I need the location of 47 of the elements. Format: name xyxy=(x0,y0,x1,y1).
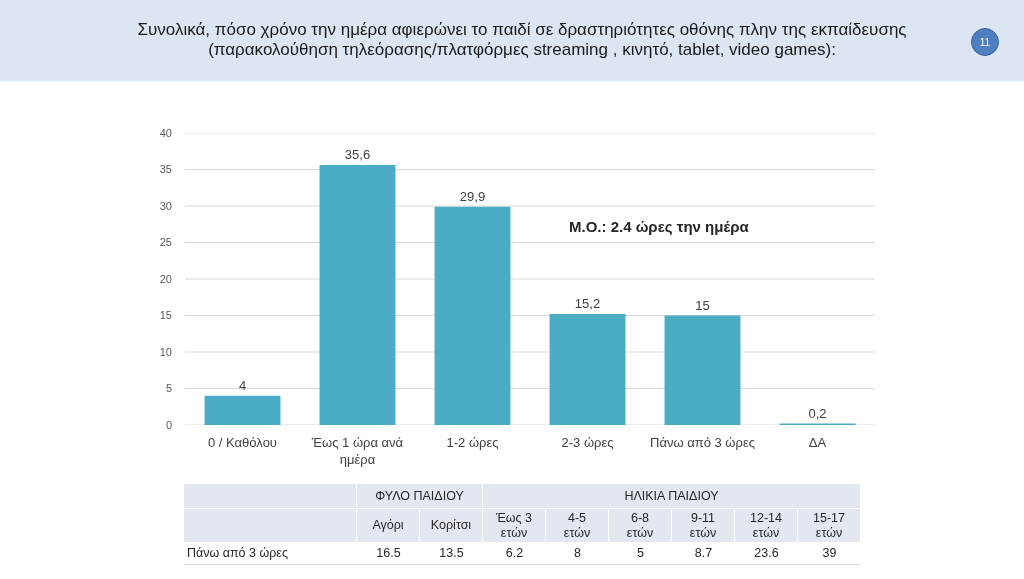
y-tick-label: 35 xyxy=(159,163,172,176)
data-label: 23.6 xyxy=(754,546,779,561)
y-tick-label: 20 xyxy=(159,272,172,285)
data-label: 8 xyxy=(574,546,581,561)
y-tick-label: 25 xyxy=(159,236,172,249)
y-tick-label: 5 xyxy=(165,382,172,395)
text: ΦΥΛΟ ΠΑΙΔΙΟΥ xyxy=(375,488,464,504)
text: Πάνω από 3 ώρες xyxy=(187,546,288,561)
y-tick-label: 10 xyxy=(159,345,172,358)
data-label: 16.5 xyxy=(376,546,401,561)
chart-title: Συνολικά, πόσο χρόνο την ημέρα αφιερώνει το παιδί σε δραστηριότητες οθόνης πλην της εκπαίδευσης (παρακολούθηση τηλεόρασης/πλατφόρμες streaming , κινητό, tablet, video games): xyxy=(136,20,908,60)
bar xyxy=(204,395,281,425)
category-label: 9-11 ετών xyxy=(688,510,718,541)
data-label: 35,6 xyxy=(344,147,371,163)
data-label: 8.7 xyxy=(694,546,713,561)
data-label: 29,9 xyxy=(459,188,486,204)
category-label: 15-17 ετών xyxy=(812,510,846,541)
data-label: 15 xyxy=(695,297,710,313)
bar xyxy=(664,315,741,425)
x-tick-label: Έως 1 ώρα ανά ημέρα xyxy=(310,435,404,467)
category-label: Έως 3 ετών xyxy=(495,510,533,541)
x-tick-label: Πάνω από 3 ώρες xyxy=(650,435,755,450)
data-label: 15,2 xyxy=(574,296,601,312)
category-label: 4-5 ετών xyxy=(562,510,592,541)
data-label: 0,2 xyxy=(808,405,827,421)
data-label: 39 xyxy=(822,546,837,561)
bar xyxy=(549,314,626,425)
x-tick-label: 2-3 ώρες xyxy=(561,435,614,450)
data-label: 6.2 xyxy=(505,546,524,561)
y-tick-label: 30 xyxy=(159,199,172,212)
y-tick-label: 15 xyxy=(159,309,172,322)
bar xyxy=(319,165,396,425)
category-label: 12-14 ετών xyxy=(749,510,783,541)
y-tick-label: 0 xyxy=(165,418,172,431)
x-tick-label: ΔΑ xyxy=(808,435,827,450)
category-label: 6-8 ετών xyxy=(625,510,655,541)
category-label: Αγόρι xyxy=(372,518,404,533)
x-tick-label: 1-2 ώρες xyxy=(446,435,499,450)
data-label: 13.5 xyxy=(439,546,464,561)
bar xyxy=(434,206,511,425)
text: ΗΛΙΚΙΑ ΠΑΙΔΙΟΥ xyxy=(624,488,719,504)
x-tick-label: 0 / Καθόλου xyxy=(208,435,277,450)
category-label: Κορίτσι xyxy=(430,518,472,533)
annotation: Μ.Ο.: 2.4 ώρες την ημέρα xyxy=(569,218,750,235)
y-tick-label: 40 xyxy=(159,126,172,139)
data-label: 5 xyxy=(637,546,644,561)
data-label: 4 xyxy=(238,377,247,393)
